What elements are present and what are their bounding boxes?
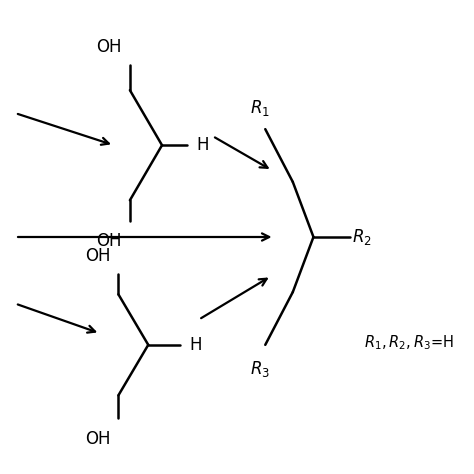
Text: OH: OH xyxy=(97,232,122,250)
Text: H: H xyxy=(196,136,209,154)
Text: $R_3$: $R_3$ xyxy=(250,359,270,379)
Text: OH: OH xyxy=(85,246,110,264)
Text: H: H xyxy=(190,336,202,354)
Text: OH: OH xyxy=(97,38,122,56)
Text: $R_1$: $R_1$ xyxy=(250,98,270,118)
Text: OH: OH xyxy=(85,430,110,448)
Text: $R_1, R_2, R_3$=H: $R_1, R_2, R_3$=H xyxy=(364,333,454,352)
Text: $R_2$: $R_2$ xyxy=(353,227,372,247)
